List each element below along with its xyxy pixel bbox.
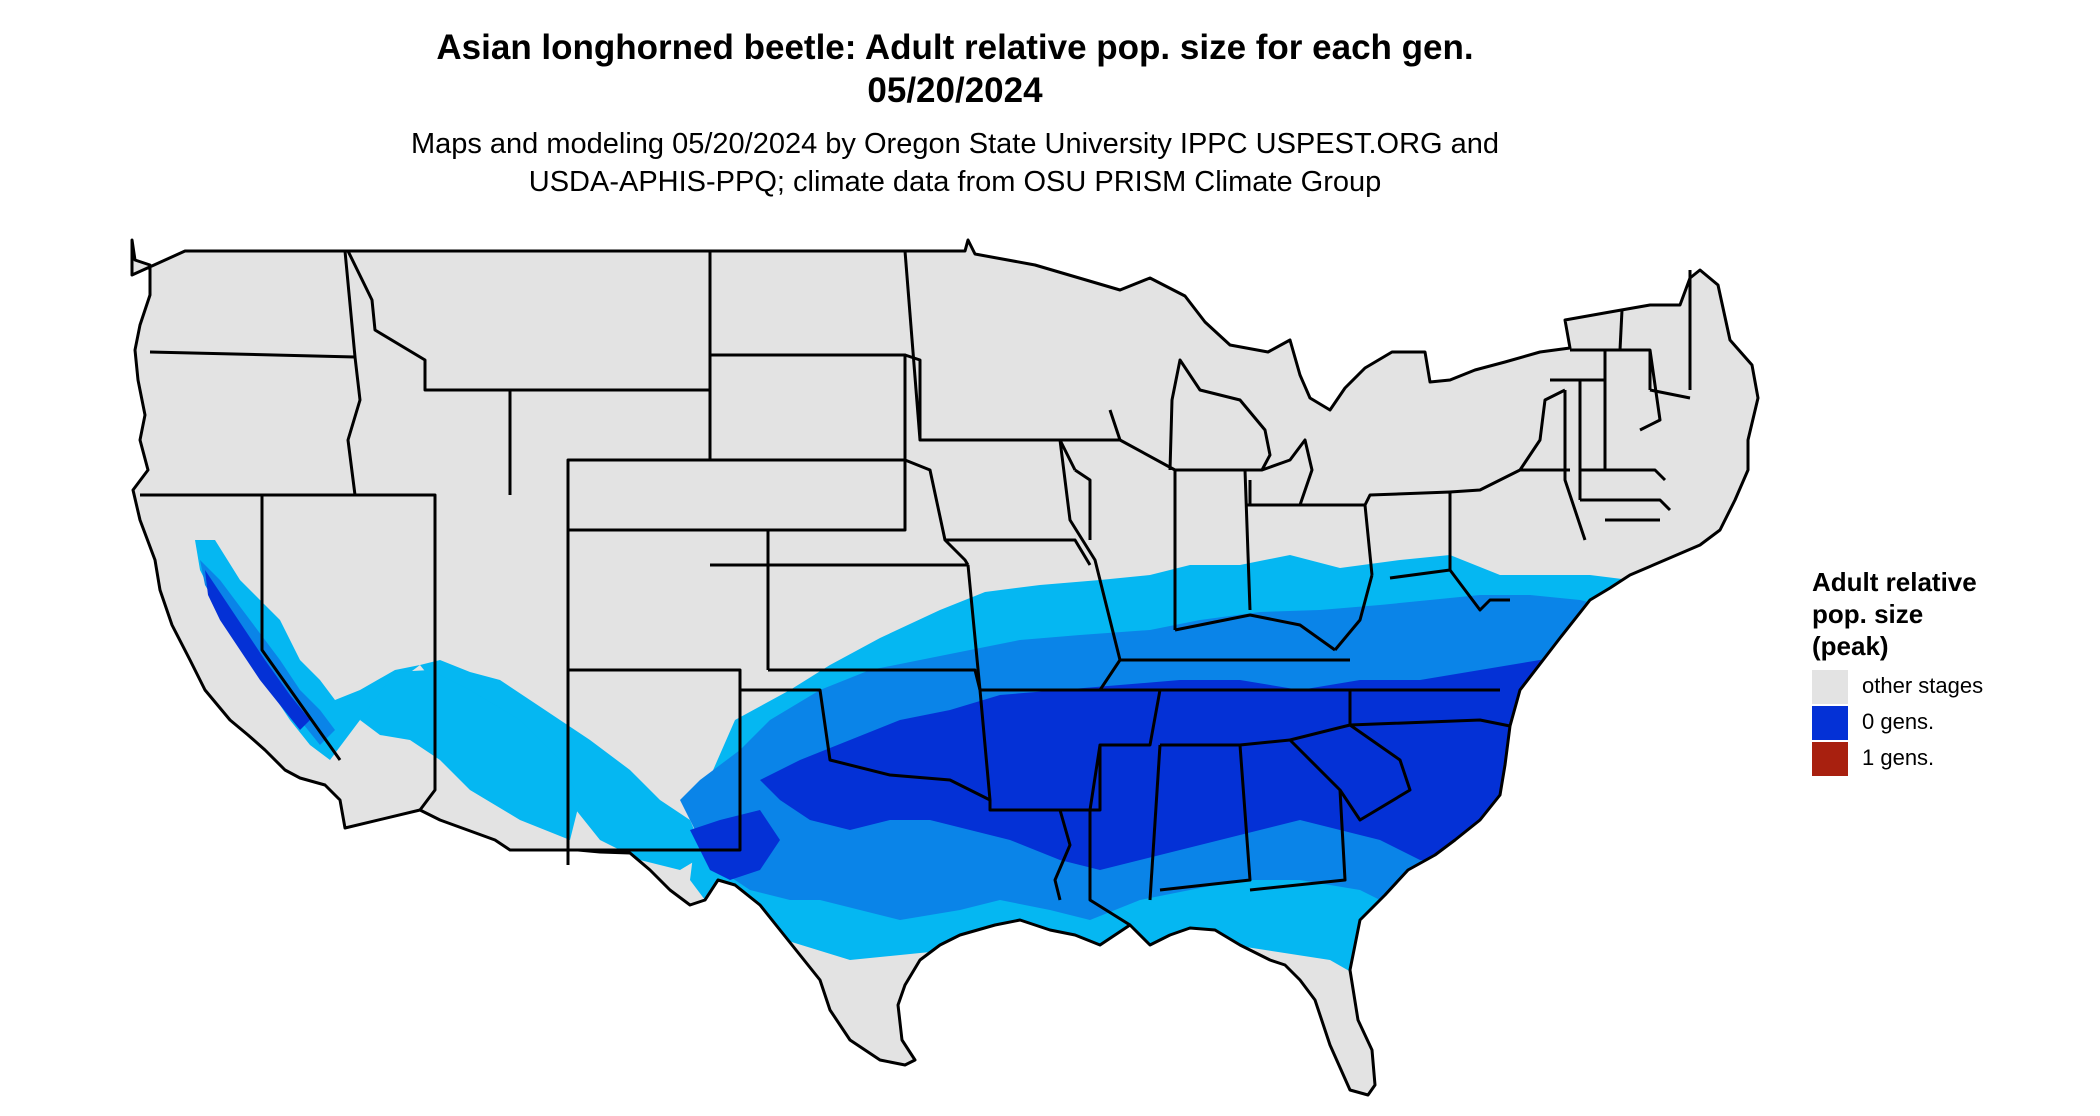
zone-light-blue-az (360, 670, 580, 840)
legend-title-line: Adult relative (1812, 567, 1977, 597)
map-subtitle-line2: USDA-APHIS-PPQ; climate data from OSU PR… (528, 166, 1382, 198)
zone-dark-blue-ca (205, 570, 310, 730)
legend-swatch (1812, 706, 1848, 740)
zone-light-blue-west (195, 540, 705, 870)
state-borders (130, 238, 1760, 1097)
legend-label: 0 gens. (1862, 709, 1935, 734)
legend-title: Adult relative pop. size (peak) (1812, 566, 1977, 662)
legend-label: other stages (1862, 673, 1984, 698)
zone-mid-blue-west (200, 560, 335, 745)
legend: Adult relative pop. size (peak) other st… (1812, 566, 1983, 776)
map-title-line1: Asian longhorned beetle: Adult relative … (436, 28, 1474, 67)
map-title-date: 05/20/2024 (867, 71, 1043, 110)
legend-title-line: pop. size (1812, 599, 1924, 629)
legend-swatch (1812, 742, 1848, 776)
zone-dark-blue-tx (690, 810, 780, 880)
us-outline (130, 238, 1760, 1097)
legend-label: 1 gens. (1862, 745, 1935, 770)
map-subtitle-line1: Maps and modeling 05/20/2024 by Oregon S… (410, 128, 1500, 160)
legend-title-line: (peak) (1812, 631, 1889, 661)
legend-swatch (1812, 670, 1848, 704)
zone-dark-blue (760, 650, 1660, 870)
